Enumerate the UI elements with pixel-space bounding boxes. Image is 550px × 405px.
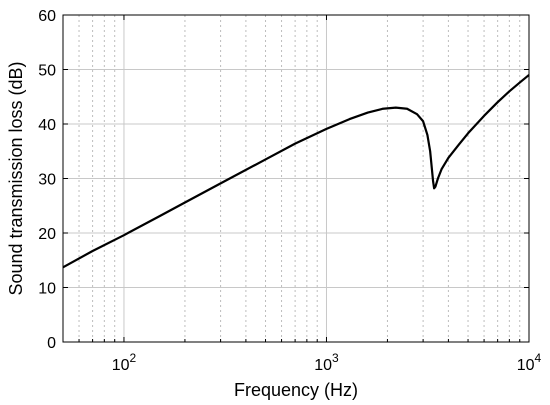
y-tick-label: 40 (38, 117, 56, 134)
x-axis-ticks: 102 103 104 (78, 15, 542, 374)
y-tick-label: 0 (47, 335, 56, 352)
y-tick-label: 30 (38, 172, 56, 189)
x-tick-label: 103 (314, 351, 339, 374)
x-tick-label: 104 (517, 351, 542, 374)
x-axis-label: Frequency (Hz) (234, 380, 358, 400)
y-tick-label: 50 (38, 63, 56, 80)
x-tick-label: 102 (112, 351, 137, 374)
y-tick-label: 10 (38, 281, 56, 298)
y-axis-label: Sound transmission loss (dB) (6, 61, 26, 295)
y-tick-label: 20 (38, 226, 56, 243)
y-axis-ticks: 0 10 20 30 40 50 60 (38, 8, 529, 352)
grid-lines (63, 15, 529, 342)
series-line (62, 74, 530, 269)
y-tick-label: 60 (38, 8, 56, 25)
